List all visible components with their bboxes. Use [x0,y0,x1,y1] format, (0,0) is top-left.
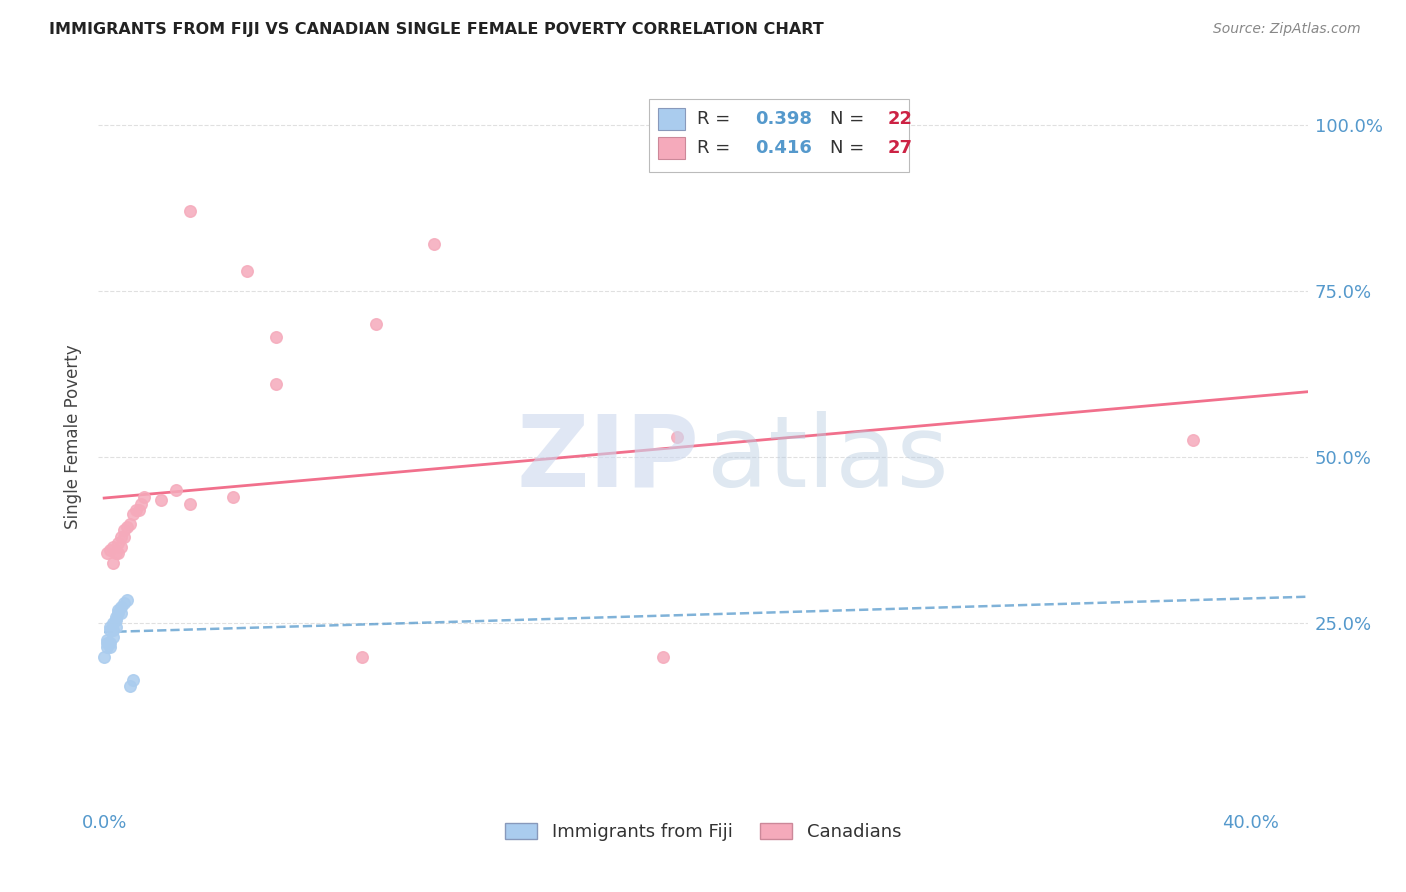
Point [98,636,121,650]
Point [104,546,127,560]
Point [128,503,150,517]
Point [124,503,146,517]
Point [93,649,115,664]
Point [236,264,259,278]
Point [179,204,201,219]
Text: ZIP: ZIP [516,410,699,508]
Point [107,536,129,550]
Text: N =: N = [830,139,870,157]
Point [107,546,129,560]
Text: 0.416: 0.416 [755,139,811,157]
Point [96,546,118,560]
Point [101,630,124,644]
Point [115,520,138,534]
Point [98,543,121,558]
Point [107,607,129,621]
Point [350,649,373,664]
Point [112,530,135,544]
Point [98,640,121,654]
Point [110,607,132,621]
Point [222,490,245,504]
Point [150,493,173,508]
Point [101,540,124,554]
Point [101,623,124,637]
Point [118,516,141,531]
Point [121,507,143,521]
Point [264,376,287,391]
Text: R =: R = [697,139,735,157]
Legend: Immigrants from Fiji, Canadians: Immigrants from Fiji, Canadians [498,816,908,848]
Point [131,497,153,511]
Point [96,636,118,650]
Point [104,619,127,633]
Point [666,430,689,444]
Point [98,619,121,633]
Point [422,237,444,252]
Point [110,599,132,614]
FancyBboxPatch shape [658,108,685,130]
Point [115,593,138,607]
Point [118,680,141,694]
Point [651,649,673,664]
FancyBboxPatch shape [648,99,908,172]
Text: 22: 22 [889,110,912,128]
Point [110,530,132,544]
Text: 27: 27 [889,139,912,157]
Point [98,623,121,637]
Text: R =: R = [697,110,735,128]
Point [104,613,127,627]
Point [96,640,118,654]
Text: atlas: atlas [707,410,948,508]
Point [107,603,129,617]
Text: 0.398: 0.398 [755,110,813,128]
Point [96,632,118,647]
Point [179,497,201,511]
Y-axis label: Single Female Poverty: Single Female Poverty [65,345,83,529]
Point [165,483,187,498]
Point [101,616,124,631]
Point [1181,434,1204,448]
Point [110,540,132,554]
Point [134,490,156,504]
FancyBboxPatch shape [658,137,685,159]
Point [104,609,127,624]
Point [112,523,135,537]
Point [121,673,143,687]
Point [112,596,135,610]
Text: IMMIGRANTS FROM FIJI VS CANADIAN SINGLE FEMALE POVERTY CORRELATION CHART: IMMIGRANTS FROM FIJI VS CANADIAN SINGLE … [49,22,824,37]
Point [264,330,287,344]
Point [101,557,124,571]
Point [366,317,388,331]
Text: Source: ZipAtlas.com: Source: ZipAtlas.com [1213,22,1361,37]
Text: N =: N = [830,110,870,128]
